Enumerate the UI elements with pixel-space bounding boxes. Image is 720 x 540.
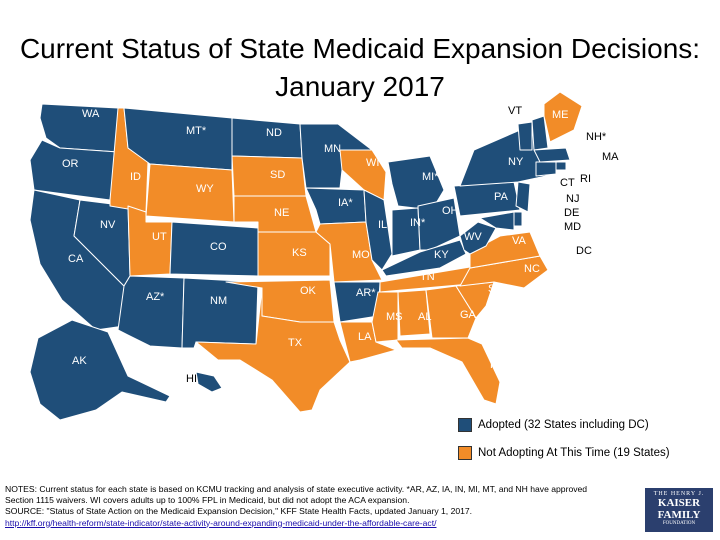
legend-swatch-adopted [458, 418, 472, 432]
state-label-or: OR [62, 158, 79, 170]
legend-label-not-adopting: Not Adopting At This Time (19 States) [478, 447, 670, 459]
source-link[interactable]: http://kff.org/health-reform/state-indic… [5, 517, 437, 528]
state-label-il: IL [378, 219, 387, 231]
state-label-co: CO [210, 241, 227, 253]
state-ct [535, 161, 557, 177]
kff-logo: THE HENRY J. KAISER FAMILY FOUNDATION [645, 488, 713, 532]
state-label-ak: AK [72, 355, 87, 367]
state-label-nd: ND [266, 127, 282, 139]
state-label-ca: CA [68, 253, 84, 265]
state-label-ky: KY [434, 249, 449, 261]
state-label-sc: SC [488, 283, 503, 295]
state-label-me: ME [552, 109, 569, 121]
state-label-ar: AR* [356, 287, 376, 299]
logo-line-1: THE HENRY J. [653, 491, 705, 497]
state-ri [555, 161, 567, 171]
state-va [469, 231, 541, 269]
state-al [397, 289, 431, 337]
state-label-ks: KS [292, 247, 307, 259]
state-label-la: LA [358, 331, 372, 343]
state-nh [531, 115, 549, 151]
state-label-al: AL [418, 311, 431, 323]
state-label-id: ID [130, 171, 141, 183]
state-wv [459, 221, 497, 255]
state-label-mi: MI* [422, 171, 439, 183]
state-label-nv: NV [100, 219, 116, 231]
state-label-tx: TX [288, 337, 303, 349]
state-label-mn: MN [324, 143, 341, 155]
state-label-ny: NY [508, 156, 524, 168]
state-label-wy: WY [196, 183, 214, 195]
state-wy [145, 163, 235, 223]
logo-line-3: FAMILY [657, 509, 701, 521]
state-label-nc: NC [524, 263, 540, 275]
legend-not-adopting: Not Adopting At This Time (19 States) [458, 446, 670, 460]
state-oh [417, 197, 461, 251]
state-label-wv: WV [464, 231, 482, 243]
logo-line-2: KAISER [657, 497, 701, 509]
state-label-ct: CT [560, 177, 575, 189]
source-text: SOURCE: "Status of State Action on the M… [5, 506, 473, 517]
state-label-de: DE [564, 207, 579, 219]
state-label-mo: MO [352, 249, 370, 261]
state-label-ne: NE [274, 207, 289, 219]
notes: NOTES: Current status for each state is … [5, 484, 605, 529]
state-label-pa: PA [494, 191, 509, 203]
state-label-ok: OK [300, 285, 317, 297]
state-label-ut: UT [152, 231, 167, 243]
state-de [513, 211, 523, 227]
state-ak [29, 319, 171, 421]
legend-swatch-not-adopting [458, 446, 472, 460]
state-in [391, 207, 421, 257]
state-hi [195, 371, 223, 393]
state-mn [299, 123, 373, 189]
state-az [117, 275, 185, 349]
state-label-in: IN* [410, 217, 426, 229]
state-label-wi: WI* [366, 157, 384, 169]
state-sd [231, 155, 307, 197]
state-label-ia: IA* [338, 197, 353, 209]
state-label-vt: VT [508, 105, 522, 117]
state-me [543, 91, 583, 143]
notes-text: NOTES: Current status for each state is … [5, 484, 588, 506]
state-md [479, 211, 515, 231]
state-ky [381, 239, 467, 277]
legend-label-adopted: Adopted (32 States including DC) [478, 419, 649, 431]
state-label-nj: NJ [566, 193, 579, 205]
state-label-ma: MA [602, 151, 619, 163]
state-label-dc: DC [576, 245, 592, 257]
state-label-mt: MT* [186, 125, 207, 137]
state-ia [305, 187, 367, 225]
state-ks [257, 231, 331, 277]
state-vt [517, 121, 533, 151]
state-ma [533, 147, 571, 163]
state-label-ga: GA [460, 309, 477, 321]
state-label-fl: FL [490, 359, 503, 371]
state-label-sd: SD [270, 169, 285, 181]
state-label-oh: OH [442, 205, 459, 217]
state-tx [195, 287, 351, 413]
state-nj [515, 181, 531, 213]
state-label-wa: WA [82, 108, 100, 120]
page-title: Current Status of State Medicaid Expansi… [19, 33, 701, 102]
state-nm [181, 277, 259, 349]
state-ga [425, 285, 477, 339]
state-pa [453, 181, 521, 217]
state-label-md: MD [564, 221, 581, 233]
state-label-va: VA [512, 235, 527, 247]
state-label-nh: NH* [586, 131, 607, 143]
logo-line-4: FOUNDATION [662, 521, 696, 526]
state-label-tn: TN [420, 271, 435, 283]
state-label-hi: HI [186, 373, 197, 385]
state-label-nm: NM [210, 295, 227, 307]
legend-adopted: Adopted (32 States including DC) [458, 418, 649, 432]
state-ms [371, 291, 399, 343]
state-fl [395, 337, 501, 405]
state-label-az: AZ* [146, 291, 165, 303]
state-label-ms: MS [386, 311, 403, 323]
state-label-ri: RI [580, 173, 591, 185]
